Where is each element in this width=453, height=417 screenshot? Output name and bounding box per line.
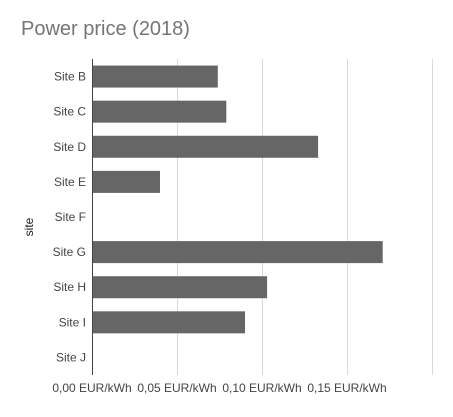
y-tick-label: Site C [53, 105, 86, 119]
bar-site-c [92, 100, 227, 123]
bars [92, 65, 383, 334]
chart-title: Power price (2018) [21, 18, 190, 40]
y-tick-label: Site D [53, 140, 86, 154]
bar-site-g [92, 241, 383, 264]
x-tick-label: 0,00 EUR/kWh [52, 381, 131, 395]
bar-site-h [92, 276, 268, 299]
bar-site-d [92, 135, 319, 158]
bar-site-b [92, 65, 218, 88]
y-tick-label: Site E [54, 175, 86, 189]
y-axis-title: site [22, 217, 36, 236]
y-tick-label: Site G [53, 245, 86, 259]
bar-site-e [92, 170, 160, 193]
y-tick-label: Site I [59, 315, 86, 329]
x-tick-label: 0,15 EUR/kWh [307, 381, 386, 395]
y-tick-label: Site J [56, 350, 86, 364]
bar-site-i [92, 311, 245, 334]
x-tick-label: 0,10 EUR/kWh [222, 381, 301, 395]
y-tick-label: Site H [53, 280, 86, 294]
y-tick-label: Site B [54, 70, 86, 84]
y-tick-label: Site F [55, 210, 86, 224]
x-tick-label: 0,05 EUR/kWh [137, 381, 216, 395]
labels: 0,00 EUR/kWh 0,05 EUR/kWh 0,10 EUR/kWh 0,15… [22, 70, 387, 395]
